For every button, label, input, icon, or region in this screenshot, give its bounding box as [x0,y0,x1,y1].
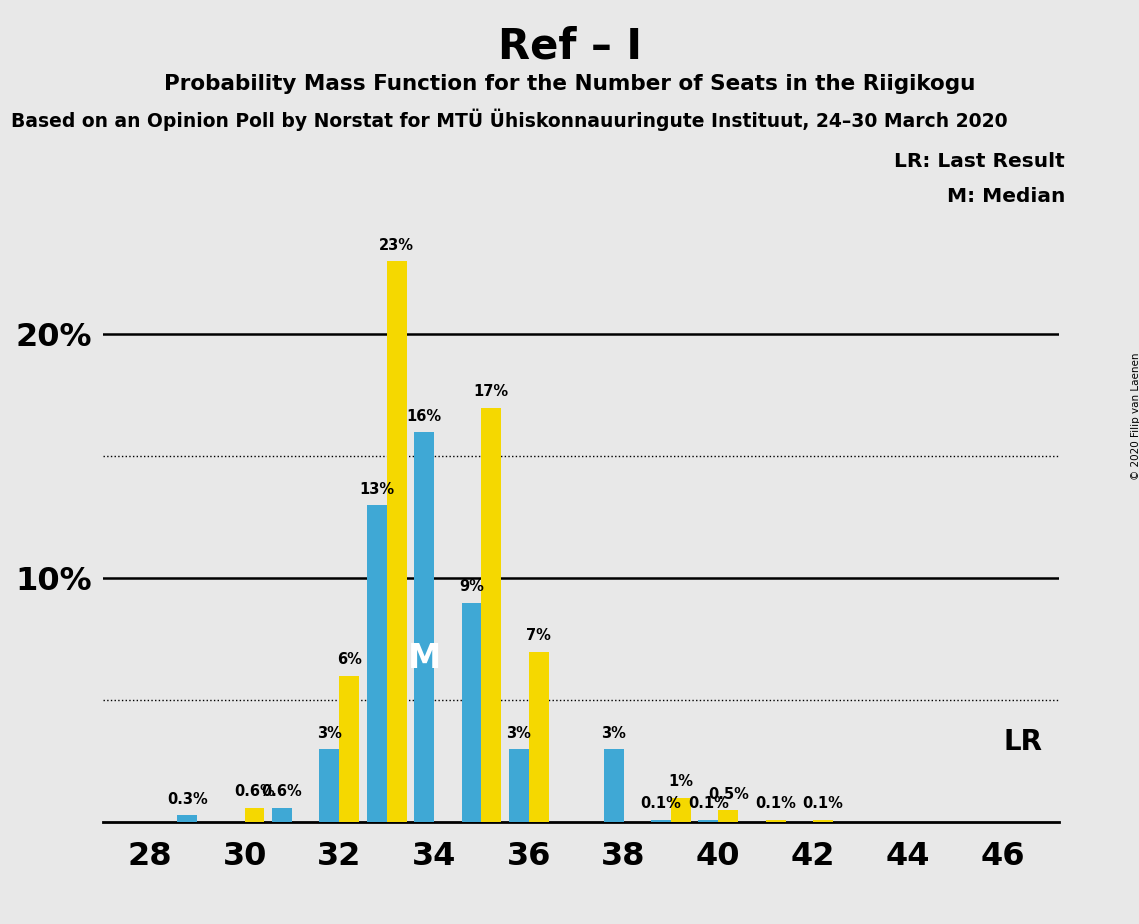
Text: 0.5%: 0.5% [707,786,748,802]
Bar [652,820,671,822]
Text: 13%: 13% [359,481,394,497]
Text: LR: Last Result: LR: Last Result [894,152,1065,172]
Bar [178,815,197,822]
Text: 0.1%: 0.1% [755,796,796,811]
Text: 23%: 23% [379,237,415,253]
Bar [387,261,407,822]
Bar [671,798,690,822]
Text: 16%: 16% [407,408,442,423]
Bar [509,749,528,822]
Bar [698,820,719,822]
Bar [461,602,482,822]
Text: 17%: 17% [474,384,509,399]
Text: 0.3%: 0.3% [167,792,207,807]
Text: 6%: 6% [337,652,362,667]
Bar [319,749,339,822]
Text: 0.1%: 0.1% [688,796,729,811]
Text: 3%: 3% [601,725,626,741]
Bar [367,505,387,822]
Text: 3%: 3% [507,725,531,741]
Bar [528,651,549,822]
Text: © 2020 Filip van Laenen: © 2020 Filip van Laenen [1131,352,1139,480]
Bar [813,820,833,822]
Text: Ref – I: Ref – I [498,26,641,67]
Bar [482,407,501,822]
Bar [245,808,264,822]
Text: 3%: 3% [317,725,342,741]
Text: 0.1%: 0.1% [803,796,843,811]
Bar [765,820,786,822]
Bar [604,749,623,822]
Bar [339,676,359,822]
Text: LR: LR [1003,728,1042,756]
Text: 0.6%: 0.6% [235,784,274,799]
Text: M: M [408,642,441,675]
Text: 7%: 7% [526,628,551,643]
Bar [415,432,434,822]
Text: 9%: 9% [459,579,484,594]
Bar [272,808,292,822]
Text: Based on an Opinion Poll by Norstat for MTÜ Ühiskonnauuringute Instituut, 24–30 : Based on an Opinion Poll by Norstat for … [11,109,1008,131]
Text: 1%: 1% [669,774,694,789]
Text: 0.6%: 0.6% [262,784,302,799]
Text: 0.1%: 0.1% [640,796,681,811]
Text: Probability Mass Function for the Number of Seats in the Riigikogu: Probability Mass Function for the Number… [164,74,975,94]
Bar [719,810,738,822]
Text: M: Median: M: Median [947,187,1065,206]
